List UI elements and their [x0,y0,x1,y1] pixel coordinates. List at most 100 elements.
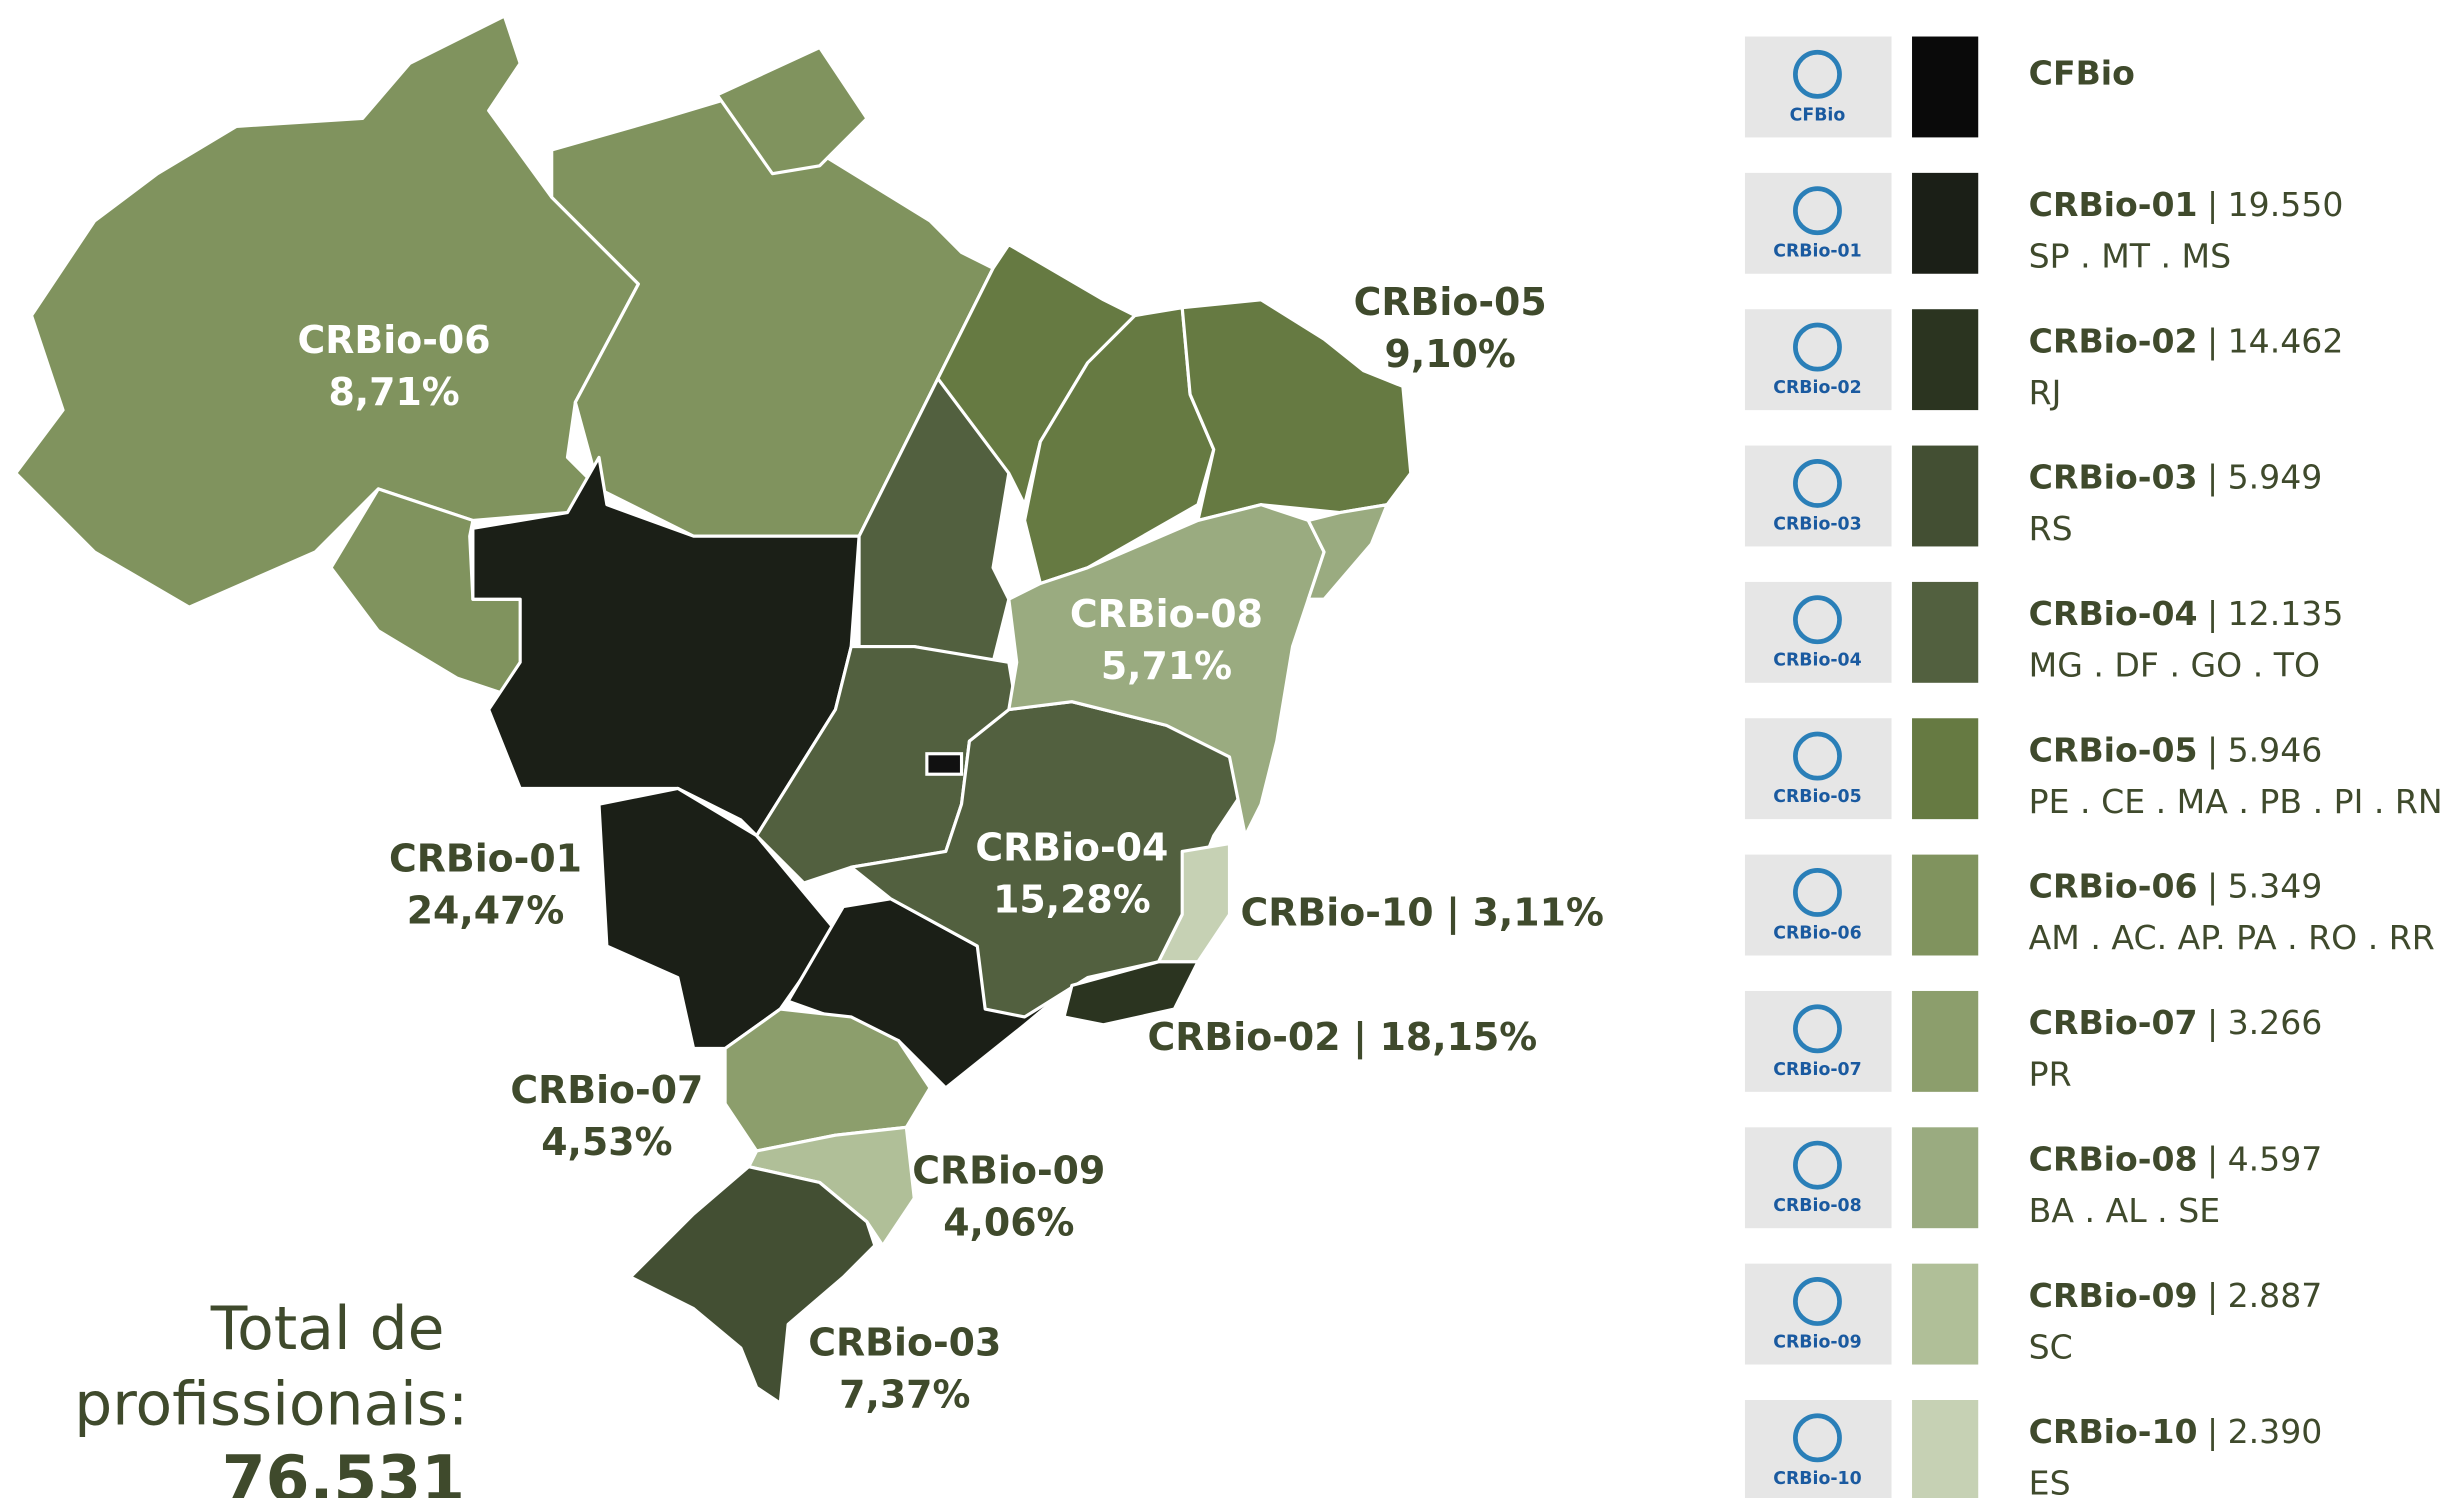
swatch [1912,718,1979,820]
logo-text: CRBio-02 [1773,378,1861,398]
legend-region: CRBio-08 [2029,1139,2198,1178]
region-name: CRBio-08 [1070,592,1263,636]
logo-text: CRBio-06 [1773,923,1861,943]
legend-states: ES [2029,1464,2071,1498]
map [14,14,1413,1405]
region-name: CRBio-10 [1241,890,1434,934]
legend-name: CRBio-10 | 2.390 [2029,1412,2323,1451]
legend-count: 3.266 [2228,1003,2323,1042]
legend-region: CRBio-09 [2029,1275,2198,1314]
separator: | [1446,890,1460,935]
state-pr [723,1007,932,1153]
logo-text: CFBio [1790,105,1846,125]
logo-icon [1793,1004,1842,1054]
total-line1: Total de [210,1294,445,1364]
state-ce-rn-pb-pe [1180,298,1413,523]
swatch [1912,990,1979,1092]
logo-text: CRBio-09 [1773,1332,1861,1352]
logo-icon [1793,595,1842,645]
region-share: 8,71% [328,370,459,414]
region-share: 7,37% [839,1372,970,1416]
region-name: CRBio-05 [1354,280,1547,324]
state-rj [1062,960,1200,1027]
region-label: CRBio-02 | 18,15% [1148,1015,1538,1060]
separator: | [2207,184,2218,223]
logo-text: CRBio-05 [1773,787,1861,807]
region-name: CRBio-07 [510,1068,703,1112]
region-share: 4,06% [943,1201,1074,1245]
legend-name: CRBio-08 | 4.597 [2029,1139,2323,1178]
region-name: CRBio-02 [1148,1015,1341,1059]
legend-states: RJ [2029,373,2062,412]
logo-icon [1793,1277,1842,1326]
logo-icon [1793,868,1842,917]
region-name: CRBio-06 [298,318,491,362]
separator: | [2207,594,2218,633]
legend-region: CRBio-05 [2029,730,2198,769]
separator: | [2207,866,2218,905]
region-label: CRBio-10 | 3,11% [1241,890,1604,935]
swatch [1912,445,1979,547]
legend-states: SP . MT . MS [2029,236,2231,275]
legend-states: SC [2029,1327,2073,1366]
region-share: 9,10% [1385,332,1516,376]
legend-region: CRBio-06 [2029,866,2198,905]
legend-states: PR [2029,1055,2072,1094]
logo-text: CRBio-10 [1773,1469,1861,1489]
logo-text: CRBio-08 [1773,1196,1861,1216]
separator: | [2207,1003,2218,1042]
legend-region: CRBio-03 [2029,457,2198,496]
separator: | [2207,1139,2218,1178]
state-rs [628,1165,877,1405]
swatch [1912,1400,1979,1498]
total-line2: profissionais: [74,1369,468,1439]
state-ap [715,45,869,176]
logo-text: CRBio-03 [1773,514,1861,534]
legend-region: CFBio [2029,53,2135,92]
legend-count: 2.887 [2228,1275,2323,1314]
region-share: 4,53% [541,1120,672,1164]
logo-icon [1793,186,1842,236]
legend-name: CRBio-07 | 3.266 [2029,1003,2323,1042]
region-name: CRBio-03 [808,1320,1001,1364]
logo-icon [1793,458,1842,508]
legend-states: MG . DF . GO . TO [2029,646,2320,685]
state-al-se [1306,503,1389,601]
region-share: 5,71% [1101,644,1232,688]
logo-icon [1793,1413,1842,1463]
logo-icon [1793,1140,1842,1190]
legend-count: 12.135 [2228,594,2344,633]
total-value: 76.531 [222,1442,465,1498]
swatch [1912,854,1979,956]
legend-count: 19.550 [2228,184,2344,223]
legend-name: CRBio-04 | 12.135 [2029,594,2344,633]
separator: | [2207,1412,2218,1451]
logo-text: CRBio-01 [1773,242,1861,262]
legend-states: PE . CE . MA . PB . PI . RN [2029,782,2443,821]
logo-text: CRBio-07 [1773,1060,1861,1080]
logo-text: CRBio-04 [1773,651,1861,671]
separator: | [1353,1015,1367,1060]
logo-icon [1793,49,1842,99]
legend-name: CFBio [2029,53,2135,92]
legend-name: CRBio-09 | 2.887 [2029,1275,2323,1314]
legend-name: CRBio-06 | 5.349 [2029,866,2323,905]
map-labels: CRBio-06 8,71% CRBio-05 9,10% CRBio-08 5,71% C… [298,280,1604,1416]
swatch [1912,1263,1979,1365]
legend-states: RS [2029,509,2073,548]
state-ba [1007,503,1326,838]
region-name: CRBio-01 [389,836,582,880]
region-share: 15,28% [993,877,1151,921]
legend-name: CRBio-05 | 5.946 [2029,730,2323,769]
region-share: 3,11% [1473,890,1604,934]
legend-region: CRBio-10 [2029,1412,2198,1451]
state-pa [550,61,995,538]
state-df [925,752,964,776]
legend-count: 5.949 [2228,457,2323,496]
region-name: CRBio-04 [975,825,1168,869]
legend-name: CRBio-02 | 14.462 [2029,321,2344,360]
separator: | [2207,457,2218,496]
legend-name: CRBio-01 | 19.550 [2029,184,2344,223]
